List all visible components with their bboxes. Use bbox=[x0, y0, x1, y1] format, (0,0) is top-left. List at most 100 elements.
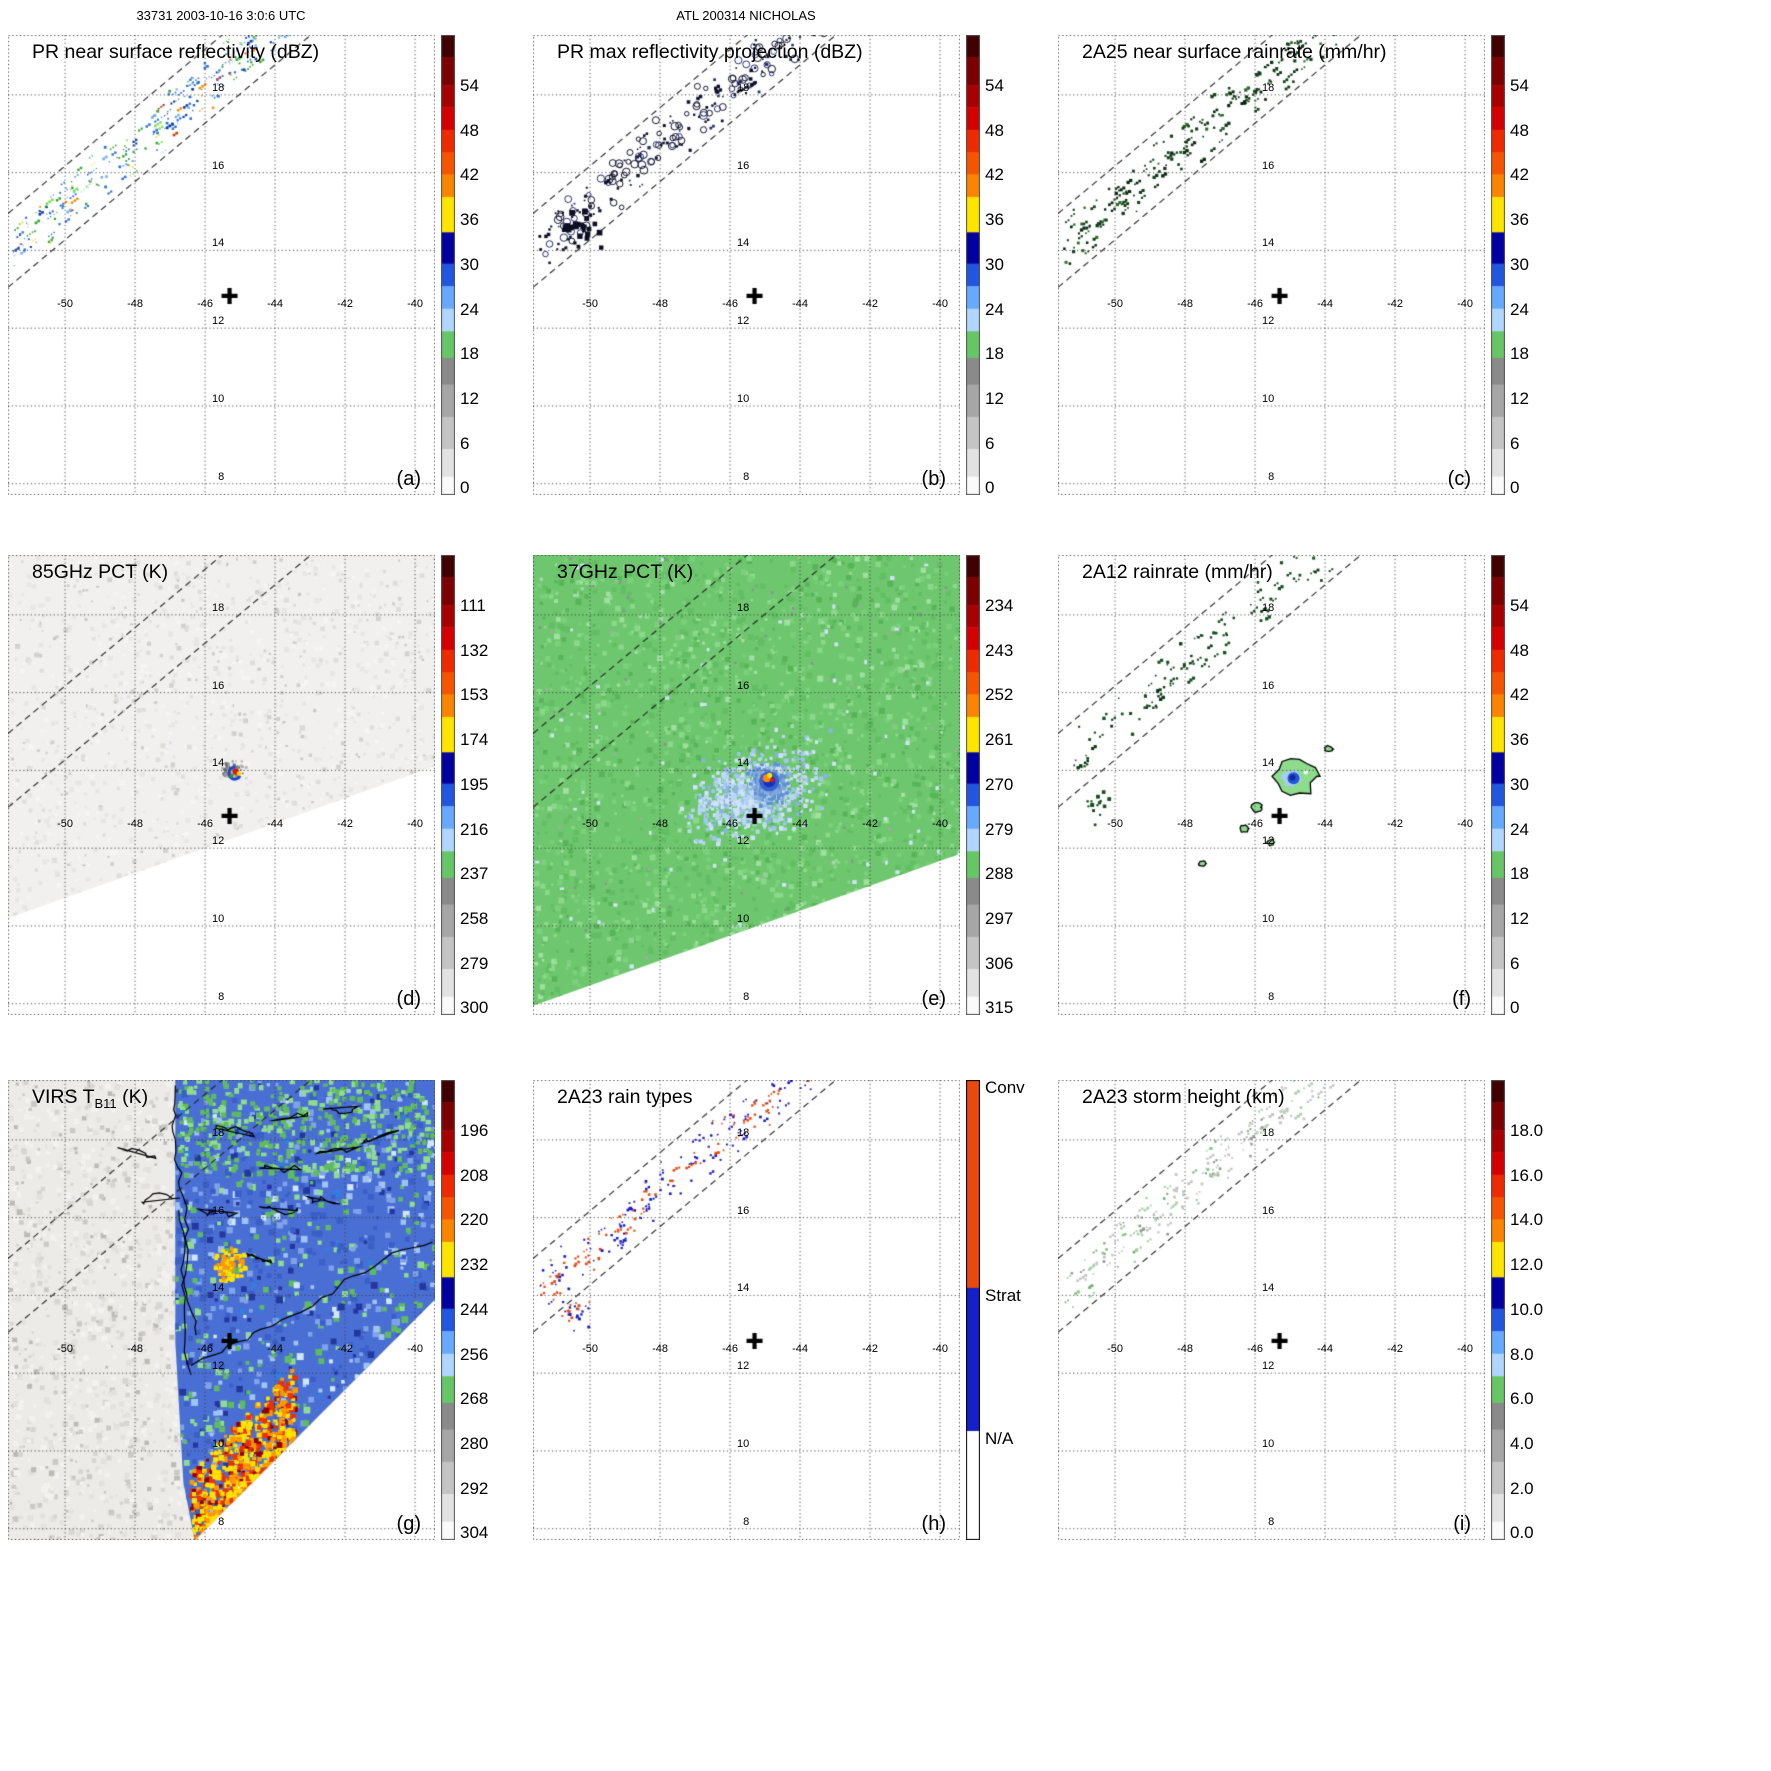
colorbar-labels-g: 196 208 220 232 244 256 268 280 292 304 bbox=[460, 1080, 520, 1555]
colorbar-tick-label: 18 bbox=[985, 344, 1004, 364]
lat-tick-label: 14 bbox=[212, 237, 225, 250]
colorbar-tick-label: 292 bbox=[460, 1478, 489, 1498]
colorbar-labels-e: 234 243 252 261 270 279 288 297 306 315 bbox=[985, 555, 1045, 1030]
lon-tick-label: -40 bbox=[407, 817, 423, 830]
colorbar-tick-label: 8.0 bbox=[1510, 1344, 1534, 1364]
lon-tick-label: -46 bbox=[197, 297, 213, 310]
map-canvas-e bbox=[533, 555, 960, 1015]
lat-tick-label: 10 bbox=[1262, 392, 1275, 405]
lon-tick-label: -48 bbox=[127, 297, 143, 310]
lat-tick-label: 10 bbox=[737, 912, 750, 925]
panel-letter-d: (d) bbox=[396, 988, 421, 1010]
lat-tick-label: 12 bbox=[212, 835, 225, 848]
colorbar-tick-label: 297 bbox=[985, 908, 1014, 928]
panel-title-subscript: B11 bbox=[94, 1095, 117, 1111]
lat-tick-label: 14 bbox=[1262, 757, 1275, 770]
lat-tick-label: 12 bbox=[1262, 835, 1275, 848]
panel-title-i: 2A23 storm height (km) bbox=[1082, 1086, 1285, 1111]
colorbar-tick-label: 280 bbox=[460, 1433, 489, 1453]
colorbar-tick-label: 54 bbox=[1510, 76, 1529, 96]
colorbar-b bbox=[966, 35, 980, 495]
colorbar-a bbox=[441, 35, 455, 495]
lon-tick-label: -46 bbox=[1247, 297, 1263, 310]
panel-title-text: 85GHz PCT (K) bbox=[32, 561, 169, 583]
panel-title-text: 2A12 rainrate (mm/hr) bbox=[1082, 561, 1273, 583]
colorbar-label: Strat bbox=[985, 1285, 1021, 1305]
colorbar-tick-label: 14.0 bbox=[1510, 1210, 1544, 1230]
lon-tick-label: -40 bbox=[407, 297, 423, 310]
lon-tick-label: -42 bbox=[337, 1342, 353, 1355]
colorbar-tick-label: 216 bbox=[460, 819, 489, 839]
panel-title-text: PR near surface reflectivity (dBZ) bbox=[32, 41, 320, 63]
lat-tick-label: 16 bbox=[1262, 159, 1275, 172]
lon-tick-label: -50 bbox=[57, 297, 73, 310]
colorbar-tick-label: 48 bbox=[1510, 640, 1529, 660]
lon-tick-label: -40 bbox=[932, 297, 948, 310]
lat-tick-label: 16 bbox=[737, 679, 750, 692]
panel-title-g: VIRS TB11 (K) bbox=[32, 1086, 148, 1111]
panel-letter-c: (c) bbox=[1447, 468, 1471, 490]
panel-c: 2A25 near surface rainrate (mm/hr) (c) -… bbox=[1058, 0, 1573, 525]
colorbar-tick-label: 48 bbox=[1510, 120, 1529, 140]
map-canvas-g bbox=[8, 1080, 435, 1540]
lat-tick-label: 12 bbox=[1262, 1360, 1275, 1373]
panel-letter-i: (i) bbox=[1453, 1513, 1471, 1535]
colorbar-d bbox=[441, 555, 455, 1015]
lon-tick-label: -42 bbox=[862, 297, 878, 310]
lat-tick-label: 12 bbox=[1262, 315, 1275, 328]
colorbar-tick-label: 54 bbox=[1510, 596, 1529, 616]
lat-tick-label: 14 bbox=[737, 1282, 750, 1295]
map-c: 2A25 near surface rainrate (mm/hr) (c) -… bbox=[1058, 35, 1485, 495]
colorbar-tick-label: 315 bbox=[985, 998, 1014, 1018]
panel-letter-e: (e) bbox=[921, 988, 946, 1010]
lon-tick-label: -40 bbox=[932, 817, 948, 830]
colorbar-tick-label: 18 bbox=[460, 344, 479, 364]
lon-tick-label: -48 bbox=[652, 1342, 668, 1355]
lat-tick-label: 14 bbox=[212, 1282, 225, 1295]
colorbar-tick-label: 4.0 bbox=[1510, 1433, 1534, 1453]
lat-tick-label: 16 bbox=[1262, 679, 1275, 692]
lon-tick-label: -42 bbox=[337, 817, 353, 830]
lon-tick-label: -42 bbox=[1387, 1342, 1403, 1355]
colorbar-tick-label: 54 bbox=[985, 76, 1004, 96]
colorbar-tick-label: 30 bbox=[460, 254, 479, 274]
colorbar-tick-label: 12 bbox=[985, 388, 1004, 408]
colorbar-tick-label: 42 bbox=[460, 165, 479, 185]
colorbar-tick-label: 0.0 bbox=[1510, 1523, 1534, 1543]
colorbar-tick-label: 288 bbox=[985, 864, 1014, 884]
colorbar-tick-label: 0 bbox=[460, 478, 470, 498]
lat-tick-label: 18 bbox=[212, 601, 225, 614]
colorbar-tick-label: 12 bbox=[460, 388, 479, 408]
colorbar-tick-label: 174 bbox=[460, 730, 489, 749]
colorbar-tick-label: 6.0 bbox=[1510, 1389, 1534, 1409]
colorbar-tick-label: 24 bbox=[1510, 299, 1529, 319]
colorbar-e bbox=[966, 555, 980, 1015]
panel-letter-f: (f) bbox=[1452, 988, 1471, 1010]
colorbar-tick-label: 6 bbox=[985, 433, 995, 453]
colorbar-label: Conv bbox=[985, 1078, 1025, 1097]
panel-title-text: 2A23 storm height (km) bbox=[1082, 1086, 1285, 1108]
colorbar-tick-label: 16.0 bbox=[1510, 1165, 1544, 1185]
colorbar-tick-label: 0 bbox=[1510, 478, 1520, 498]
map-g: VIRS TB11 (K) (g) -50 -48 -46 -44 -42 -40 18 16… bbox=[8, 1080, 435, 1540]
map-h: 2A23 rain types (h) -50 -48 -46 -44 -42 -40 18… bbox=[533, 1080, 960, 1540]
colorbar-g bbox=[441, 1080, 455, 1540]
lat-tick-label: 12 bbox=[212, 1360, 225, 1373]
lat-tick-label: 14 bbox=[1262, 237, 1275, 250]
lat-tick-label: 18 bbox=[737, 1126, 750, 1139]
lon-tick-label: -50 bbox=[582, 817, 598, 830]
lon-tick-label: -44 bbox=[267, 817, 283, 830]
panel-f: 2A12 rainrate (mm/hr) (f) -50 -48 -46 -44 -4… bbox=[1058, 520, 1573, 1045]
map-a: PR near surface reflectivity (dBZ) (a) -… bbox=[8, 35, 435, 495]
panel-title-text: 2A23 rain types bbox=[557, 1086, 693, 1108]
panel-a: PR near surface reflectivity (dBZ) (a) -… bbox=[8, 0, 523, 525]
colorbar-tick-label: 195 bbox=[460, 774, 489, 794]
colorbar-tick-label: 220 bbox=[460, 1210, 489, 1230]
colorbar-labels-h: Conv Strat N/A bbox=[985, 1078, 1045, 1555]
lat-tick-label: 8 bbox=[1268, 1515, 1275, 1528]
colorbar-tick-label: 279 bbox=[460, 953, 489, 973]
panel-title-d: 85GHz PCT (K) bbox=[32, 561, 168, 586]
map-canvas-a bbox=[8, 35, 435, 495]
lon-tick-label: -42 bbox=[337, 297, 353, 310]
panel-letter-b: (b) bbox=[921, 468, 946, 490]
